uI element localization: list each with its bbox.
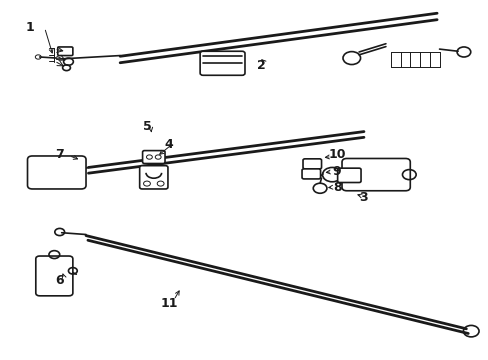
Text: 5: 5 <box>142 120 151 133</box>
Text: 1: 1 <box>25 21 34 34</box>
Text: 2: 2 <box>257 59 265 72</box>
FancyBboxPatch shape <box>341 158 409 191</box>
FancyBboxPatch shape <box>58 47 73 55</box>
FancyBboxPatch shape <box>337 168 360 183</box>
FancyBboxPatch shape <box>36 256 73 296</box>
FancyBboxPatch shape <box>140 166 167 189</box>
Text: 7: 7 <box>55 148 63 161</box>
FancyBboxPatch shape <box>27 156 86 189</box>
Text: 4: 4 <box>164 138 173 150</box>
Text: 3: 3 <box>359 192 367 204</box>
FancyBboxPatch shape <box>200 51 244 75</box>
Text: 10: 10 <box>328 148 345 161</box>
Text: 6: 6 <box>55 274 63 287</box>
FancyBboxPatch shape <box>142 150 164 163</box>
Text: 8: 8 <box>332 181 341 194</box>
FancyBboxPatch shape <box>303 159 321 169</box>
FancyBboxPatch shape <box>302 169 320 179</box>
Text: 11: 11 <box>160 297 177 310</box>
Text: 9: 9 <box>332 165 341 177</box>
